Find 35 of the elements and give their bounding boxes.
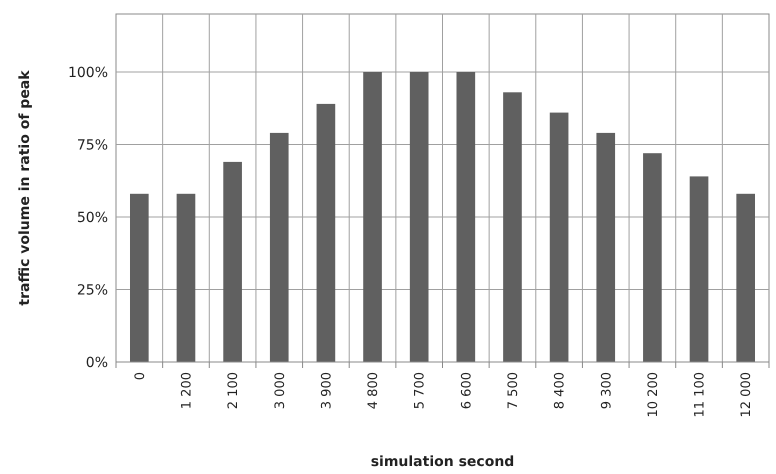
bar: [503, 92, 522, 362]
y-tick-label: 25%: [76, 282, 108, 298]
bar: [316, 104, 336, 362]
bar: [270, 132, 289, 362]
y-tick-label: 75%: [76, 137, 108, 154]
x-tick-label: 5 700: [412, 372, 428, 410]
bar: [363, 72, 382, 362]
y-tick-label: 0%: [86, 354, 108, 371]
bar: [736, 194, 756, 362]
x-tick-label: 8 400: [552, 372, 568, 410]
x-tick-label: 10 200: [646, 372, 661, 418]
x-tick-label: 11 100: [692, 372, 708, 418]
x-tick-label: 3 000: [272, 372, 288, 410]
x-axis-title: simulation second: [370, 454, 514, 470]
x-tick-label: 2 100: [226, 372, 242, 410]
bar: [456, 72, 476, 362]
x-tick-label: 0: [132, 372, 148, 380]
bar: [223, 162, 242, 362]
x-tick-label: 9 300: [599, 372, 614, 410]
x-tick-label: 6 600: [459, 372, 474, 410]
y-tick-label: 50%: [76, 210, 108, 226]
bar: [690, 176, 708, 362]
x-tick-label: 1 200: [180, 372, 195, 410]
x-tick-label: 3 900: [319, 372, 334, 410]
bar: [550, 112, 568, 362]
x-tick-label: 7 500: [506, 372, 522, 410]
bar: [643, 153, 662, 362]
bar: [596, 132, 616, 362]
bar: [410, 72, 429, 362]
y-axis-title: traffic volume in ratio of peak: [16, 70, 33, 306]
x-tick-label: 12 000: [739, 372, 754, 418]
x-tick-label: 4 800: [366, 372, 382, 410]
bar: [130, 194, 149, 362]
bar: [176, 194, 196, 362]
y-tick-label: 100%: [68, 64, 108, 81]
